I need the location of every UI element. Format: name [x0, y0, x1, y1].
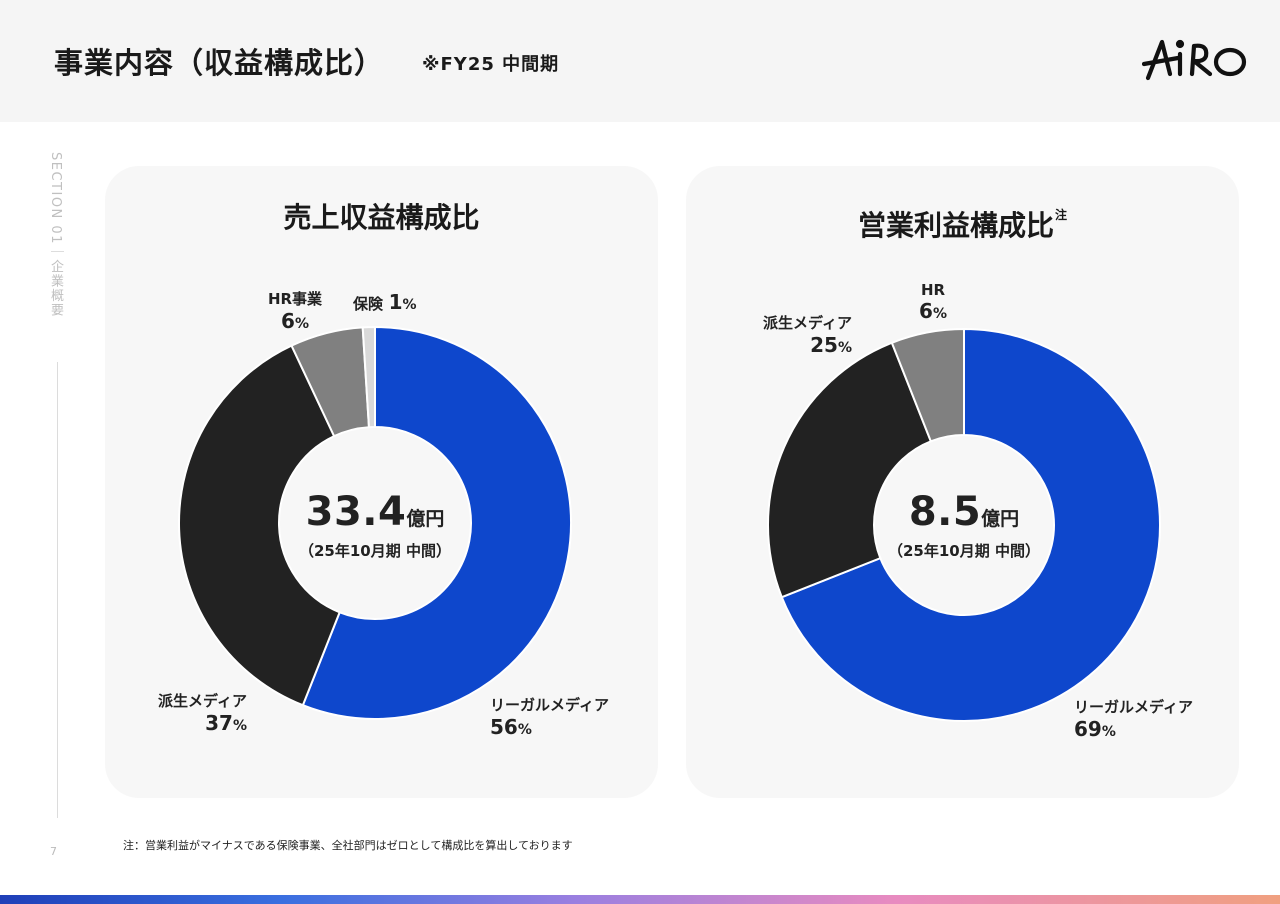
revenue-label-derived-media: 派生メディア 37%	[147, 690, 247, 735]
revenue-center-unit: 億円	[406, 508, 445, 530]
revenue-donut-chart	[178, 325, 572, 720]
profit-center-unit: 億円	[981, 508, 1020, 530]
revenue-label-hr: HR事業 6%	[260, 288, 330, 333]
page-subtitle: ※FY25 中間期	[422, 54, 560, 75]
profit-center-period: （25年10月期 中間）	[888, 542, 1040, 560]
slice-percent: 37	[205, 711, 233, 735]
header: 事業内容（収益構成比） ※FY25 中間期	[0, 0, 1280, 122]
slice-name: 派生メディア	[763, 314, 852, 332]
donut-slice-2	[890, 327, 965, 443]
slice-percent: 25	[810, 333, 838, 357]
donut-slice-1	[767, 341, 933, 599]
slice-name: HR事業	[267, 290, 323, 308]
profit-label-derived-media: 派生メディア 25%	[752, 312, 852, 357]
slice-percent: 6	[281, 309, 295, 333]
percent-sign: %	[837, 340, 852, 356]
side-divider	[57, 362, 58, 818]
percent-sign: %	[932, 306, 947, 322]
slice-percent: 6	[919, 299, 933, 323]
section-label: SECTION 01｜企業概要	[48, 152, 63, 318]
page-title: 事業内容（収益構成比）	[54, 46, 385, 80]
company-logo	[1142, 39, 1247, 81]
percent-sign: %	[232, 718, 247, 734]
percent-sign: %	[517, 722, 532, 738]
profit-chart-card: 営業利益構成比注 8.5億円 （25年10月期 中間） リーガルメディア 69%…	[686, 166, 1239, 798]
slice-percent: 69	[1074, 717, 1102, 741]
footnote: 注：営業利益がマイナスである保険事業、全社部門はゼロとして構成比を算出しておりま…	[123, 839, 573, 852]
revenue-label-insurance: 保険 1%	[353, 290, 417, 314]
slice-name: リーガルメディア	[490, 696, 609, 714]
percent-sign: %	[1101, 724, 1116, 740]
profit-chart-title-text: 営業利益構成比	[857, 209, 1054, 242]
profit-donut-chart	[767, 327, 1161, 722]
donut-slice-1	[178, 344, 341, 707]
bottom-gradient-bar	[0, 895, 1280, 904]
profit-chart-title: 営業利益構成比注	[686, 204, 1239, 244]
slice-percent: 1	[388, 290, 403, 314]
percent-sign: %	[402, 297, 417, 313]
revenue-chart-card: 売上収益構成比 33.4億円 （25年10月期 中間） リーガルメディア 56%…	[105, 166, 658, 798]
slice-name: 保険	[353, 295, 384, 313]
profit-title-note-marker: 注	[1055, 208, 1068, 222]
revenue-label-legal-media: リーガルメディア 56%	[490, 694, 609, 739]
percent-sign: %	[294, 316, 309, 332]
slice-name: HR	[920, 281, 946, 299]
revenue-chart-title: 売上収益構成比	[283, 201, 480, 234]
profit-center-value: 8.5億円	[814, 489, 1114, 535]
revenue-center-period: （25年10月期 中間）	[299, 542, 451, 560]
slice-name: 派生メディア	[158, 692, 247, 710]
profit-label-legal-media: リーガルメディア 69%	[1074, 696, 1193, 741]
donut-slice-0	[301, 325, 572, 720]
profit-label-hr: HR 6%	[898, 281, 968, 323]
slice-name: リーガルメディア	[1074, 698, 1193, 716]
revenue-center-number: 33.4	[305, 489, 407, 535]
donut-slice-3	[361, 325, 376, 429]
revenue-center-value: 33.4億円	[225, 489, 525, 535]
page-number: 7	[50, 845, 57, 858]
slice-percent: 56	[490, 715, 518, 739]
donut-slice-0	[780, 327, 1161, 722]
profit-center-number: 8.5	[908, 489, 982, 535]
